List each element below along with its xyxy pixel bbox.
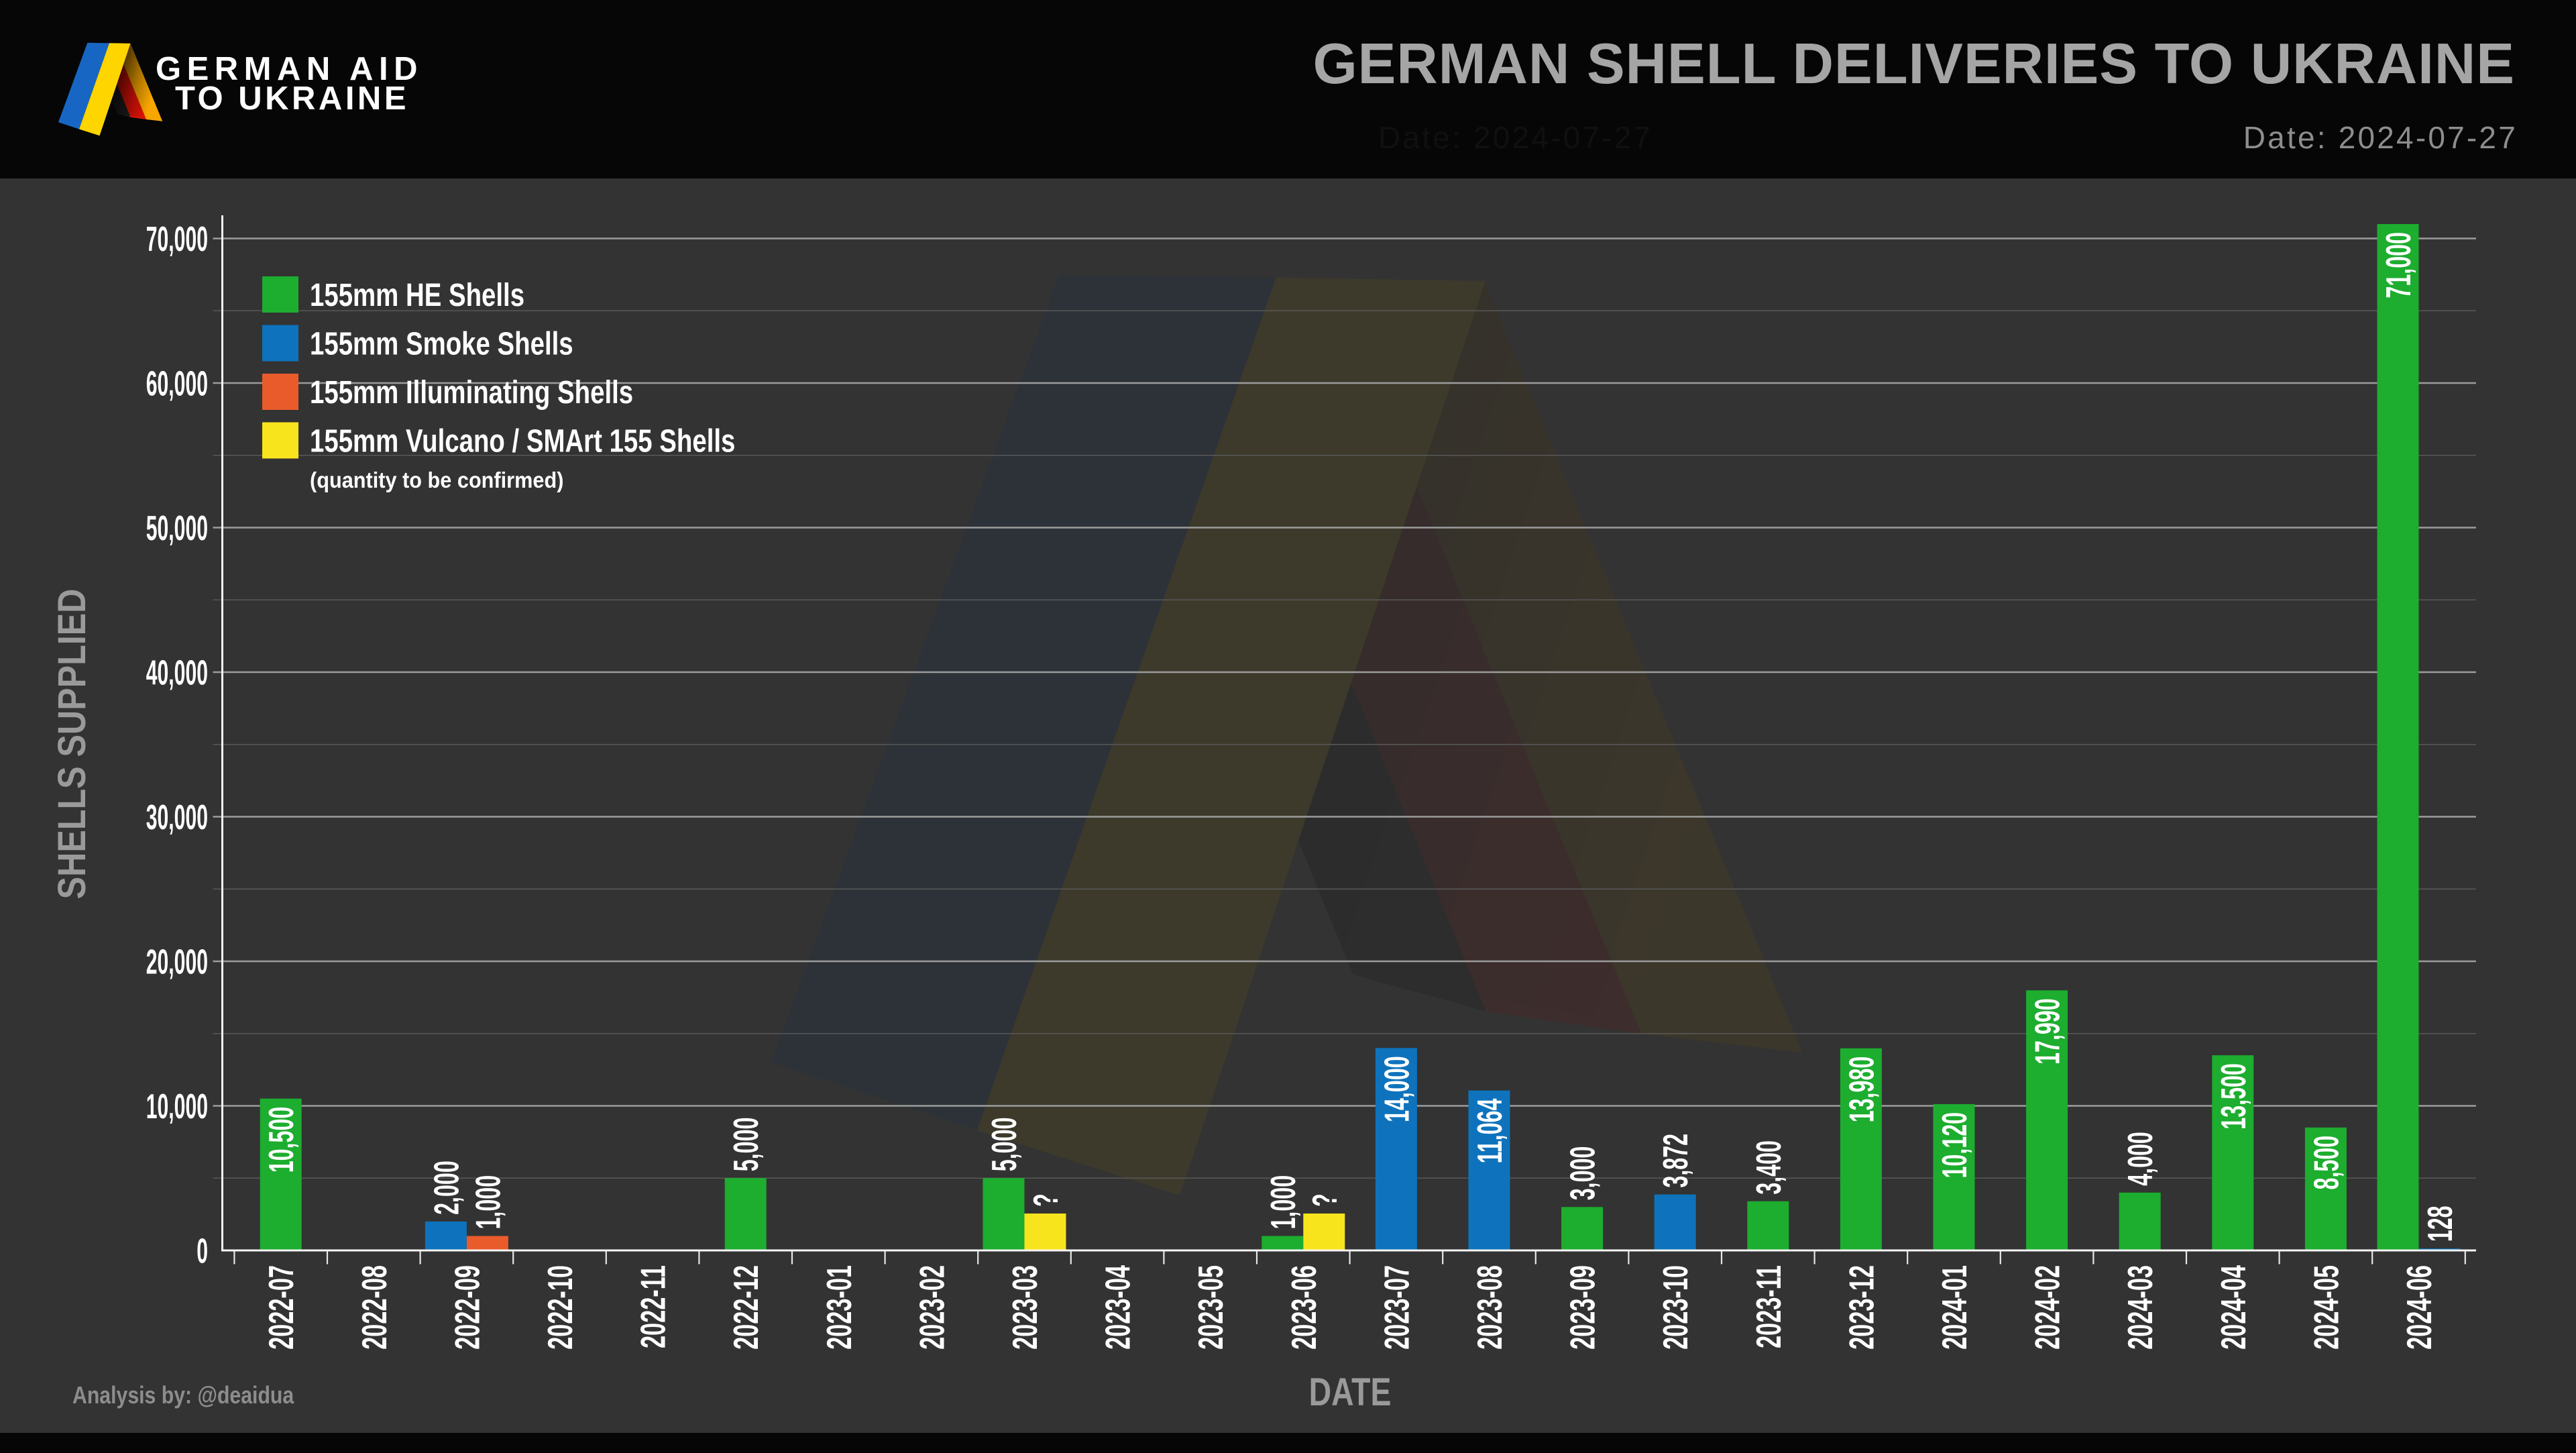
- svg-text:DATE: DATE: [1309, 1370, 1392, 1414]
- svg-text:4,000: 4,000: [2122, 1132, 2161, 1186]
- svg-text:2022-07: 2022-07: [262, 1265, 301, 1350]
- svg-text:2023-01: 2023-01: [820, 1265, 859, 1350]
- svg-text:Analysis by: @deaidua: Analysis by: @deaidua: [72, 1383, 294, 1409]
- svg-text:2023-04: 2023-04: [1099, 1265, 1138, 1350]
- svg-text:2024-01: 2024-01: [1936, 1265, 1974, 1350]
- svg-text:2022-08: 2022-08: [355, 1265, 394, 1350]
- svg-text:13,980: 13,980: [1843, 1057, 1882, 1123]
- svg-text:5,000: 5,000: [728, 1118, 767, 1172]
- svg-text:2024-03: 2024-03: [2121, 1265, 2160, 1350]
- svg-text:GERMAN AID: GERMAN AID: [156, 51, 423, 87]
- svg-text:1,000: 1,000: [1264, 1175, 1303, 1230]
- svg-text:2023-09: 2023-09: [1564, 1265, 1603, 1350]
- svg-text:30,000: 30,000: [146, 799, 208, 837]
- svg-text:GERMAN SHELL DELIVERIES TO UKR: GERMAN SHELL DELIVERIES TO UKRAINE: [1313, 32, 2515, 96]
- svg-text:3,872: 3,872: [1657, 1134, 1696, 1188]
- svg-text:1,000: 1,000: [469, 1175, 508, 1230]
- svg-text:40,000: 40,000: [146, 654, 208, 692]
- svg-text:2023-02: 2023-02: [913, 1265, 952, 1350]
- svg-text:2023-03: 2023-03: [1006, 1265, 1045, 1350]
- svg-text:155mm Vulcano / SMArt 155 Shel: 155mm Vulcano / SMArt 155 Shells: [310, 424, 735, 460]
- svg-text:2024-06: 2024-06: [2400, 1265, 2439, 1350]
- svg-text:Date: 2024-07-27: Date: 2024-07-27: [2243, 120, 2518, 155]
- svg-text:2023-10: 2023-10: [1657, 1265, 1695, 1350]
- svg-text:14,000: 14,000: [1378, 1056, 1417, 1122]
- svg-text:2024-02: 2024-02: [2029, 1265, 2068, 1350]
- svg-text:10,120: 10,120: [1936, 1112, 1974, 1179]
- svg-text:2022-12: 2022-12: [727, 1265, 766, 1350]
- svg-text:2023-05: 2023-05: [1192, 1265, 1231, 1350]
- svg-text:2023-12: 2023-12: [1842, 1265, 1881, 1350]
- svg-text:70,000: 70,000: [146, 221, 208, 259]
- svg-text:2024-04: 2024-04: [2215, 1265, 2253, 1350]
- svg-text:5,000: 5,000: [985, 1118, 1024, 1172]
- svg-text:2022-09: 2022-09: [448, 1265, 487, 1350]
- svg-text:2023-11: 2023-11: [1750, 1265, 1789, 1348]
- svg-text:60,000: 60,000: [146, 365, 208, 403]
- svg-text:10,500: 10,500: [263, 1107, 302, 1173]
- svg-text:2023-07: 2023-07: [1378, 1265, 1416, 1350]
- svg-text:17,990: 17,990: [2029, 998, 2068, 1065]
- svg-text:20,000: 20,000: [146, 943, 208, 981]
- svg-text:3,400: 3,400: [1750, 1140, 1789, 1195]
- svg-text:50,000: 50,000: [146, 510, 208, 548]
- svg-text:(quantity to be confirmed): (quantity to be confirmed): [310, 468, 563, 492]
- svg-text:11,064: 11,064: [1471, 1099, 1510, 1164]
- svg-text:155mm Illuminating Shells: 155mm Illuminating Shells: [310, 375, 633, 411]
- svg-text:Date: 2024-07-27: Date: 2024-07-27: [1378, 120, 1653, 155]
- svg-text:2023-08: 2023-08: [1471, 1265, 1510, 1350]
- svg-text:71,000: 71,000: [2379, 232, 2418, 299]
- svg-text:155mm HE Shells: 155mm HE Shells: [310, 278, 524, 313]
- svg-text:2024-05: 2024-05: [2307, 1265, 2346, 1350]
- svg-text:8,500: 8,500: [2308, 1136, 2347, 1190]
- svg-text:3,000: 3,000: [1564, 1146, 1603, 1201]
- svg-text:TO UKRAINE: TO UKRAINE: [175, 80, 409, 117]
- svg-text:?: ?: [1027, 1193, 1066, 1207]
- svg-text:128: 128: [2421, 1205, 2460, 1242]
- svg-text:SHELLS SUPPLIED: SHELLS SUPPLIED: [51, 589, 94, 900]
- svg-text:10,000: 10,000: [146, 1088, 208, 1126]
- svg-text:155mm Smoke Shells: 155mm Smoke Shells: [310, 327, 573, 362]
- svg-text:2022-10: 2022-10: [541, 1265, 580, 1350]
- svg-text:?: ?: [1306, 1193, 1345, 1207]
- svg-text:2023-06: 2023-06: [1285, 1265, 1324, 1350]
- svg-text:2,000: 2,000: [428, 1161, 467, 1215]
- svg-text:13,500: 13,500: [2215, 1063, 2253, 1130]
- svg-text:2022-11: 2022-11: [634, 1265, 673, 1348]
- svg-text:0: 0: [197, 1232, 208, 1271]
